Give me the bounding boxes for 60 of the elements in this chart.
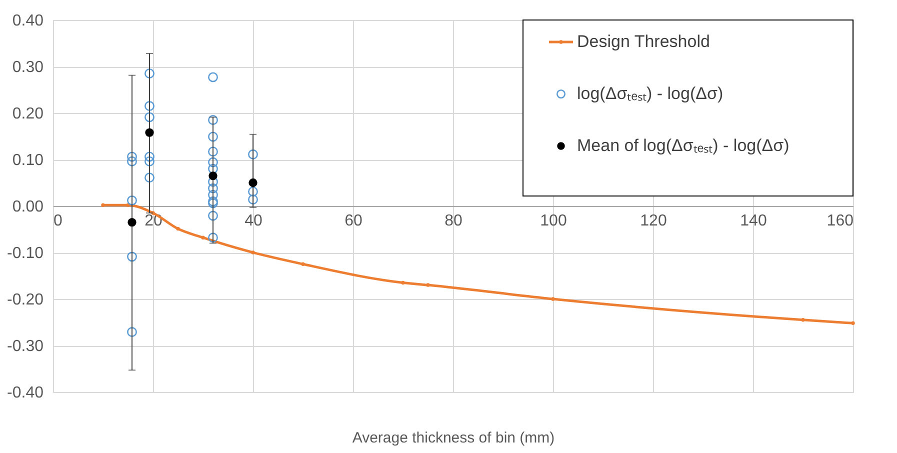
y-tick-label: -0.20 [7,292,44,308]
y-tick-label: 0.20 [12,106,44,122]
x-tick-label: 0 [54,212,62,230]
y-tick-label: 0.30 [12,59,44,76]
y-tick-label: 0.00 [12,198,44,216]
point [248,194,258,204]
point [208,232,218,243]
point [128,218,136,227]
y-tick-label: -0.30 [7,338,44,355]
x-tick-label: 100 [540,212,567,230]
x-tick-label: 40 [244,212,262,230]
point [208,132,218,142]
point [144,101,154,111]
x-tick-label: 120 [640,212,667,230]
point [208,210,218,221]
point [208,176,218,187]
point [208,72,218,82]
y-tick-label: 0.10 [12,152,44,169]
y-tick-label: 0.40 [12,12,44,30]
point [426,283,430,287]
y-tick-label: -0.10 [7,245,44,262]
point [201,236,205,240]
point [248,186,258,197]
point [208,164,218,174]
point [208,115,218,125]
point [208,157,218,168]
point [208,190,218,200]
x-tick-label: 160 [826,212,854,230]
point [851,321,855,326]
legend-label: Mean of log(Δσₜₑₛₜ) - log(Δσ) [577,136,790,155]
x-axis-title: Average thickness of bin (mm) [352,430,555,446]
point [144,152,154,162]
x-tick-label: 80 [444,212,462,230]
point [127,195,137,206]
x-tick-label: 140 [740,212,767,230]
point [127,152,137,162]
point [127,327,137,337]
legend-label: Design Threshold [577,32,710,51]
point [248,149,258,160]
point [301,262,305,266]
point [145,128,154,137]
point [208,146,218,157]
point [144,172,154,183]
legend-label: log(Δσₜₑₛₜ) - log(Δσ) [577,84,724,103]
point [127,156,137,166]
point [208,183,218,194]
point [248,178,258,188]
point [401,280,405,285]
point [208,171,218,180]
point [176,226,180,231]
point [551,297,555,301]
point [144,68,154,78]
point [144,112,154,122]
point [101,203,105,207]
y-tick-label: -0.40 [7,384,44,402]
x-tick-label: 60 [344,212,362,230]
point [251,250,255,254]
point [127,252,137,262]
point [144,156,154,166]
point [801,318,805,322]
